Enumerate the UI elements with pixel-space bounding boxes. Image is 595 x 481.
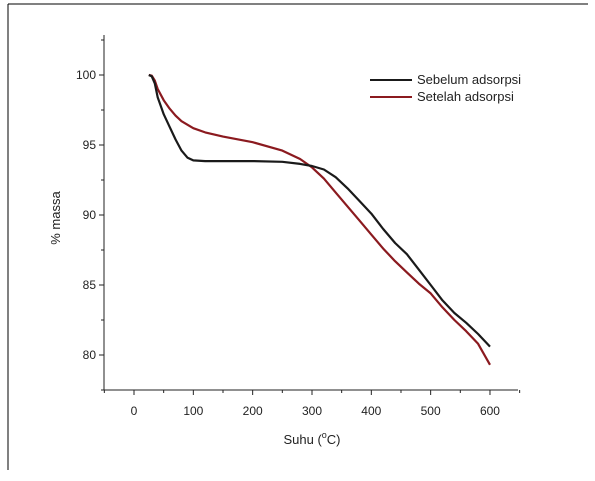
x-tick-label: 200 [243,404,263,418]
series-setelah-adsorpsi-line [148,73,491,366]
x-axis-title-main: Suhu ( [283,432,322,447]
y-tick-label: 100 [76,68,96,82]
x-tick-label: 600 [480,404,500,418]
x-ticks: 0 100 200 300 400 500 600 [103,390,521,418]
series-sebelum-adsorpsi-line [148,74,491,348]
x-axis-title-unit: C) [327,432,341,447]
legend-label-setelah: Setelah adsorpsi [417,89,514,104]
y-tick-label: 80 [83,348,97,362]
y-tick-label: 85 [83,278,97,292]
y-tick-label: 90 [83,208,97,222]
x-tick-label: 400 [361,404,381,418]
x-axis-title-superscript: o [322,430,327,440]
legend: Sebelum adsorpsi Setelah adsorpsi [370,72,521,104]
y-ticks: 80 85 90 95 100 [76,39,104,391]
x-tick-label: 300 [302,404,322,418]
legend-label-sebelum: Sebelum adsorpsi [417,72,521,87]
series-lines [148,73,491,366]
x-tick-label: 500 [421,404,441,418]
y-axis-title: % massa [48,191,63,245]
x-axis-title: Suhu (oC) [283,430,340,447]
y-tick-label: 95 [83,138,97,152]
x-tick-label: 100 [183,404,203,418]
x-tick-label: 0 [131,404,138,418]
